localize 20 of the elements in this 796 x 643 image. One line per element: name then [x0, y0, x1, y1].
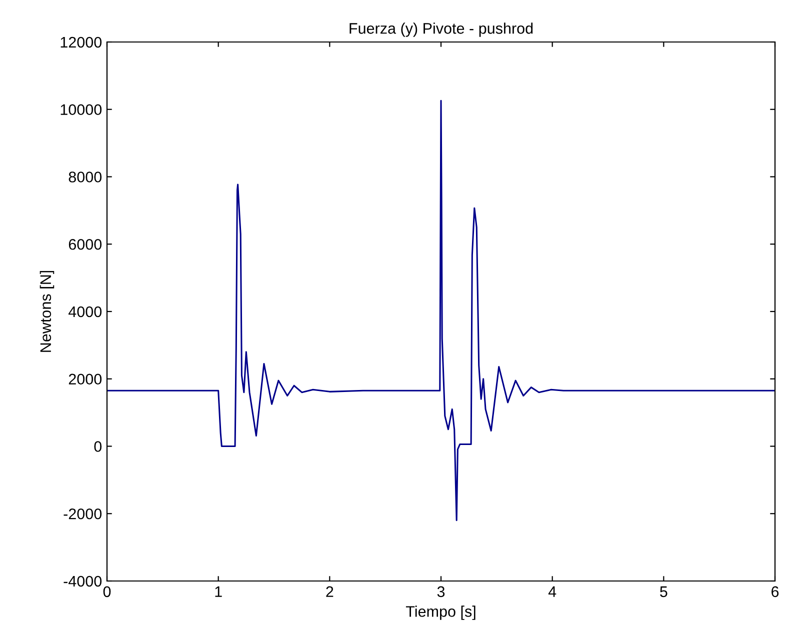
chart-title: Fuerza (y) Pivote - pushrod [350, 22, 533, 37]
x-tick-label: 6 [772, 586, 779, 598]
y-tick-label: 12000 [60, 36, 102, 48]
line-series [107, 100, 775, 522]
y-tick-label: 8000 [68, 172, 102, 182]
y-axis-title: Newtons [N] [40, 270, 54, 352]
y-tick-label: -2000 [64, 508, 102, 520]
y-tick-label: 2000 [68, 374, 102, 385]
x-axis-title: Tiempo [s] [406, 606, 476, 620]
y-tick-label: 4000 [68, 306, 102, 318]
x-tick-label: 2 [326, 586, 334, 597]
y-tick-label: 6000 [68, 238, 102, 250]
x-tick-label: 4 [548, 586, 556, 597]
x-tick-label: 0 [103, 586, 111, 598]
x-tick-label: 3 [437, 586, 445, 598]
y-tick-label: -4000 [64, 576, 102, 587]
y-tick-label: 0 [94, 441, 102, 452]
y-tick-label: 10000 [60, 104, 102, 116]
x-tick-label: 5 [660, 586, 668, 598]
x-tick-label: 1 [215, 586, 222, 597]
